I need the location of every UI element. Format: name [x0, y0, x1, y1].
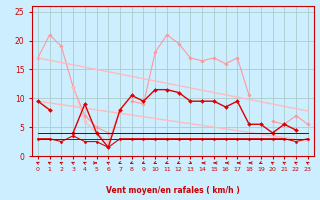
X-axis label: Vent moyen/en rafales ( km/h ): Vent moyen/en rafales ( km/h ): [106, 186, 240, 195]
